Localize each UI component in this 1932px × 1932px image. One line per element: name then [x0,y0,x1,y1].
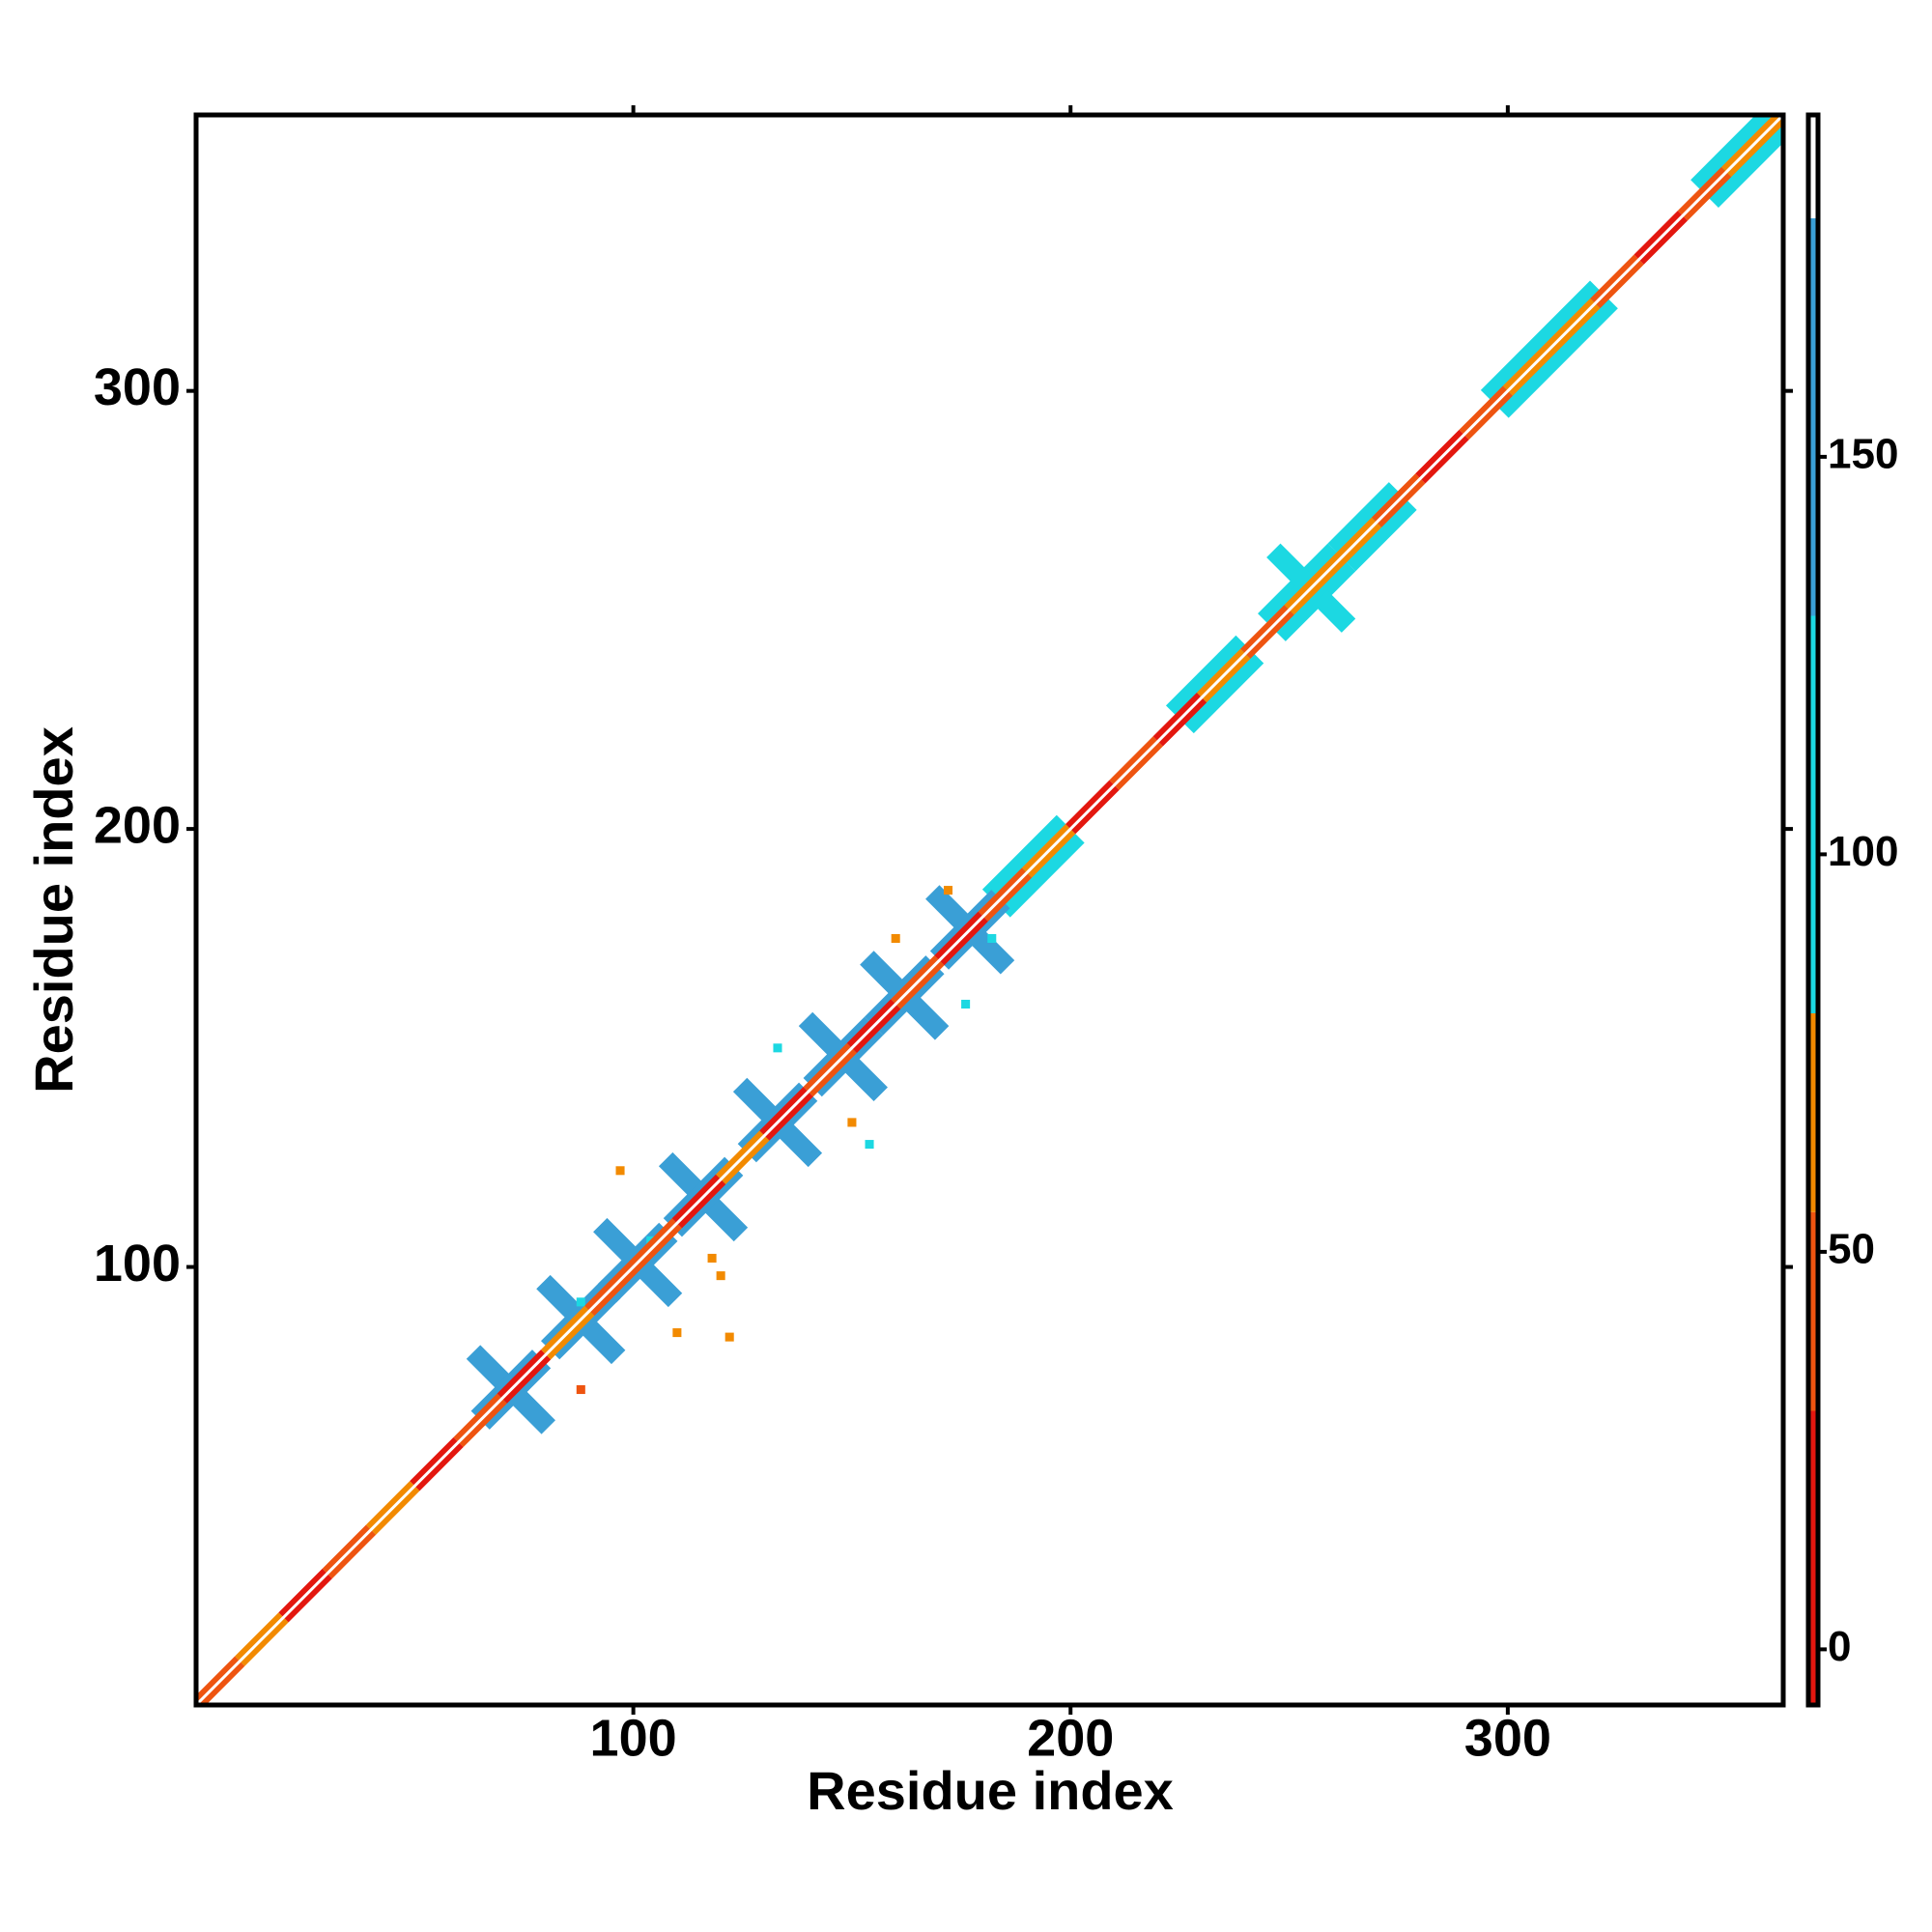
plot-area [196,115,1783,1705]
y-axis-title: Residue index [23,726,84,1094]
contact-cell [716,1271,725,1281]
y-tick-label: 300 [94,358,181,416]
x-tick-label: 200 [1027,1709,1114,1767]
colorbar-tick-label: 100 [1828,828,1898,875]
colorbar-frame [1805,112,1821,1708]
colorbar-band [1808,1012,1818,1212]
contact-cell [707,1253,717,1264]
colorbar-band [1808,217,1818,616]
contact-cell [724,1332,734,1342]
colorbar-band [1808,615,1818,1013]
colorbar-band [1808,115,1818,218]
y-tick-label: 200 [94,796,181,854]
contact-cell [891,933,900,943]
contact-cell [987,933,997,943]
contact-cell [773,1043,782,1053]
contact-cell [847,1118,857,1127]
colorbar-tick-label: 50 [1828,1226,1875,1273]
contact-cell [672,1328,682,1338]
colorbar-tick-label: 0 [1828,1623,1851,1670]
contact-cell [576,1384,585,1395]
contact-cell [865,1140,874,1150]
x-tick-label: 100 [590,1709,677,1767]
contact-cell [576,1297,585,1307]
colorbar-tick-label: 150 [1828,431,1898,478]
plot-frame [193,112,1786,1708]
x-axis-title: Residue index [807,1760,1174,1821]
diagonal-center [196,115,1783,1705]
x-tick-label: 300 [1464,1709,1551,1767]
colorbar-band [1808,1410,1818,1705]
colorbar-band [1808,1211,1818,1411]
contact-cell [961,999,971,1009]
y-tick-label: 100 [94,1235,181,1293]
contact-cell [615,1166,625,1176]
contact-cell [943,886,953,895]
